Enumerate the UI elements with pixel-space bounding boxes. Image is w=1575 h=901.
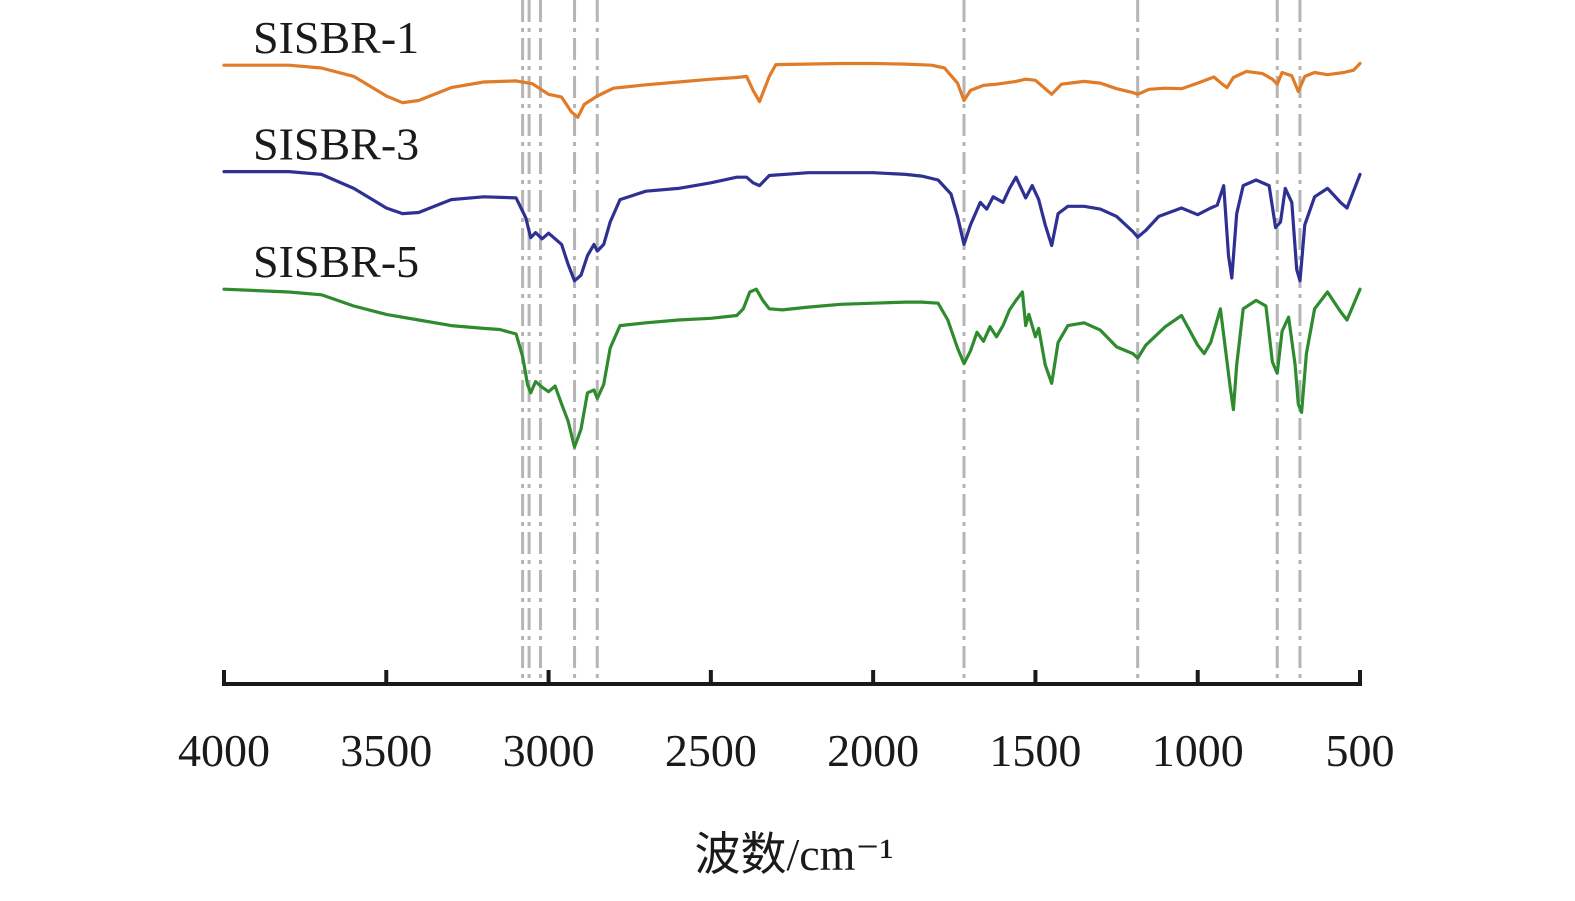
x-tick-label: 3500: [340, 725, 432, 776]
series-line-sisbr-3: [222, 170, 1362, 283]
x-tick-label: 500: [1326, 725, 1395, 776]
series-line-sisbr-1: [222, 61, 1362, 119]
x-tick-label: 1500: [989, 725, 1081, 776]
series-line-sisbr-5: [222, 287, 1362, 449]
x-tick-label: 2000: [827, 725, 919, 776]
x-tick-label: 2500: [665, 725, 757, 776]
series-layer: [222, 61, 1362, 449]
reference-lines: [521, 0, 1302, 680]
x-tick-label: 1000: [1152, 725, 1244, 776]
series-label-sisbr-3: SISBR-3: [253, 119, 419, 170]
series-labels: SISBR-1 SISBR-3 SISBR-5: [253, 12, 419, 287]
x-axis-ticks: 4000 3500 3000 2500 2000 1500 1000 500: [178, 670, 1395, 776]
x-tick-label: 4000: [178, 725, 270, 776]
series-label-sisbr-5: SISBR-5: [253, 236, 419, 287]
x-axis-title: 波数/cm⁻¹: [694, 829, 893, 880]
x-tick-label: 3000: [503, 725, 595, 776]
series-label-sisbr-1: SISBR-1: [253, 12, 419, 63]
